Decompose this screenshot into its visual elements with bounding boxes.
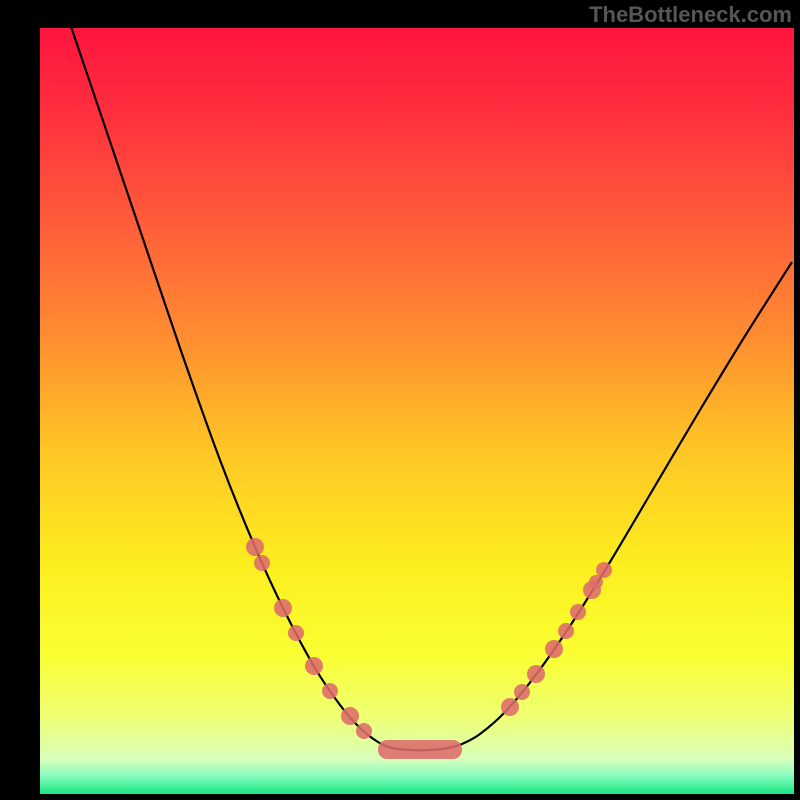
marker-dot <box>288 625 304 641</box>
marker-dot <box>570 604 586 620</box>
marker-dot <box>514 684 530 700</box>
chart-container: TheBottleneck.com <box>0 0 800 800</box>
marker-pill <box>378 740 462 759</box>
marker-dot <box>246 538 264 556</box>
marker-dot <box>596 562 612 578</box>
plot-svg <box>0 0 800 800</box>
marker-dot <box>545 640 563 658</box>
marker-dot <box>558 623 574 639</box>
marker-dot <box>341 707 359 725</box>
marker-dot <box>501 698 519 716</box>
plot-background <box>40 28 794 794</box>
marker-dot <box>274 599 292 617</box>
marker-dot <box>322 683 338 699</box>
marker-dot <box>305 657 323 675</box>
marker-dot <box>254 555 270 571</box>
marker-dot <box>527 665 545 683</box>
marker-dot <box>356 723 372 739</box>
watermark-text: TheBottleneck.com <box>589 2 792 28</box>
